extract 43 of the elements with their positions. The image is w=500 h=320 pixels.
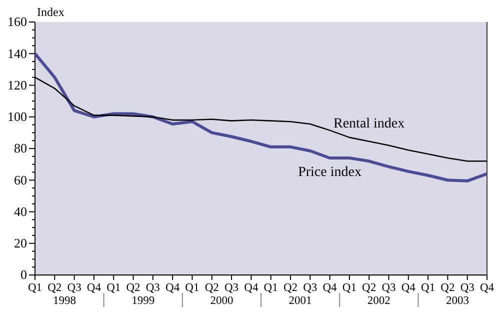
- text: 2001: [288, 295, 312, 307]
- x-tick-label: Q3: [67, 282, 82, 294]
- x-tick-label: Q4: [480, 282, 494, 294]
- y-tick-label: 0: [20, 267, 27, 282]
- x-tick-label: Q1: [342, 282, 357, 294]
- x-tick-label: Q1: [185, 282, 200, 294]
- x-tick-label: Q3: [146, 282, 160, 294]
- y-axis-title: Index: [37, 5, 64, 19]
- x-tick-label: Q3: [303, 282, 318, 294]
- y-tick-label: 20: [14, 236, 27, 251]
- x-tick-label: Q1: [421, 282, 436, 294]
- x-tick-label: Q2: [362, 282, 376, 294]
- x-tick-label: Q4: [322, 282, 338, 294]
- x-tick-label: Q2: [48, 282, 62, 294]
- text: 1999: [132, 295, 155, 307]
- y-tick-label: 160: [8, 14, 27, 30]
- x-tick-label: Q2: [204, 282, 220, 294]
- y-tick-label: 120: [8, 77, 27, 92]
- y-tick-label: 60: [14, 172, 27, 188]
- y-tick-label: 40: [14, 204, 27, 219]
- text: 2000: [210, 295, 234, 307]
- x-tick-label: Q3: [382, 282, 396, 294]
- series-label: Price index: [298, 164, 362, 180]
- text: 2003: [446, 295, 470, 307]
- text: 2002: [367, 295, 391, 307]
- x-tick-label: Q4: [244, 282, 258, 294]
- x-tick-label: Q2: [440, 282, 455, 294]
- x-tick-label: Q4: [86, 282, 102, 294]
- x-tick-label: Q1: [28, 282, 42, 294]
- x-tick-label: Q3: [224, 282, 239, 294]
- x-tick-label: Q4: [166, 282, 180, 294]
- x-tick-label: Q2: [126, 282, 141, 294]
- line-series: [34, 52, 488, 182]
- series-label: Rental index: [334, 116, 405, 132]
- y-tick-label: 100: [8, 109, 27, 124]
- x-tick-label: Q3: [460, 282, 475, 294]
- x-tick-label: Q4: [401, 282, 416, 294]
- x-tick-label: Q1: [264, 282, 278, 294]
- text: 1998: [52, 295, 76, 307]
- y-tick-label: 80: [14, 140, 27, 156]
- y-tick-label: 140: [8, 46, 27, 61]
- x-tick-label: Q2: [283, 282, 298, 294]
- x-tick-label: Q1: [106, 282, 121, 294]
